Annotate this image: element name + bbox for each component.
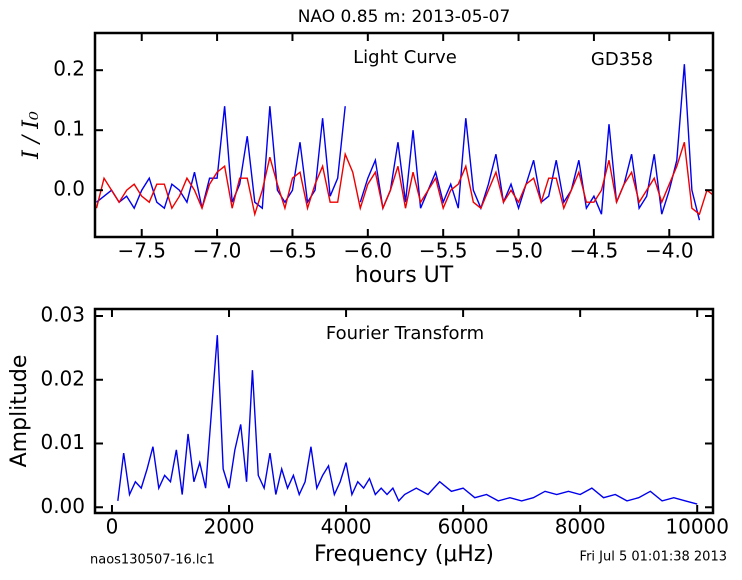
data-line (359, 64, 701, 221)
x-tick-label: 0 (106, 515, 119, 539)
x-tick-label: 4000 (321, 515, 372, 539)
x-axis-label: Frequency (μHz) (314, 542, 494, 567)
axes-frame (93, 307, 715, 515)
x-tick-label: −7.5 (117, 239, 166, 263)
axes-frame (93, 31, 715, 239)
y-tick-label: 0.01 (40, 430, 85, 454)
y-tick-label: 0.2 (53, 57, 85, 81)
x-tick-label: 8000 (555, 515, 606, 539)
data-line (95, 141, 713, 217)
x-tick-label: −6.5 (268, 239, 317, 263)
y-axis-label: Amplitude (7, 355, 32, 468)
x-tick-label: −4.5 (570, 239, 619, 263)
x-tick-label: −4.0 (645, 239, 694, 263)
footer-right: Fri Jul 5 01:01:38 2013 (580, 550, 727, 565)
y-tick-label: 0.03 (40, 303, 85, 327)
x-tick-label: −5.5 (419, 239, 468, 263)
y-tick-label: 0.1 (53, 117, 85, 141)
x-axis-label: hours UT (355, 263, 454, 288)
x-tick-label: 6000 (438, 515, 489, 539)
footer-left: naos130507-16.lc1 (90, 553, 215, 568)
figure-title: NAO 0.85 m: 2013-05-07 (298, 7, 511, 27)
x-tick-label: −6.0 (344, 239, 393, 263)
y-tick-label: 0.00 (40, 494, 85, 518)
y-tick-label: 0.02 (40, 366, 85, 390)
x-tick-label: −5.0 (494, 239, 543, 263)
y-tick-label: 0.0 (53, 177, 85, 201)
data-line (96, 106, 346, 210)
annotation: Fourier Transform (326, 323, 484, 344)
y-axis-label: I / I₀ (19, 111, 44, 160)
x-tick-label: 2000 (204, 515, 255, 539)
annotation: GD358 (591, 49, 653, 70)
annotation: Light Curve (353, 47, 457, 68)
x-tick-label: 10000 (665, 515, 729, 539)
data-line (117, 335, 698, 505)
x-tick-label: −7.0 (193, 239, 242, 263)
